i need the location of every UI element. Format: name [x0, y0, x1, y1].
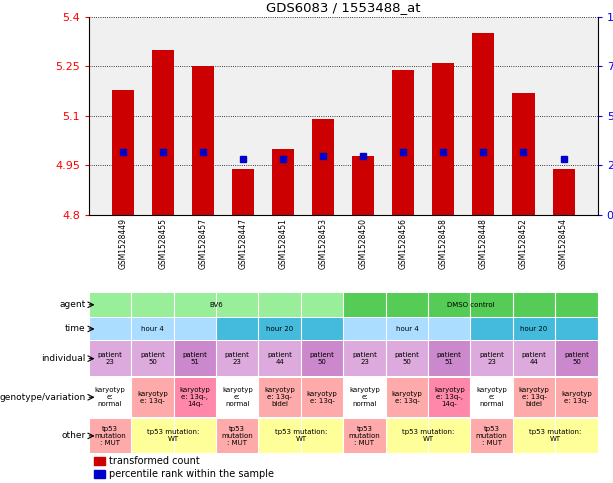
Text: karyotyp
e:
normal: karyotyp e: normal — [476, 387, 507, 407]
Text: tp53 mutation:
WT: tp53 mutation: WT — [275, 429, 327, 442]
Title: GDS6083 / 1553488_at: GDS6083 / 1553488_at — [266, 1, 421, 14]
Bar — [312, 119, 334, 215]
Bar — [470, 318, 598, 340]
Text: karyotyp
e:
normal: karyotyp e: normal — [222, 387, 253, 407]
Bar — [343, 378, 386, 417]
Text: karyotyp
e:
normal: karyotyp e: normal — [95, 387, 126, 407]
Bar — [89, 318, 216, 340]
Text: patient
50: patient 50 — [140, 352, 165, 365]
Bar — [259, 378, 301, 417]
Text: tp53 mutation:
WT: tp53 mutation: WT — [148, 429, 200, 442]
Bar — [513, 341, 555, 376]
Text: tp53 mutation:
WT: tp53 mutation: WT — [402, 429, 454, 442]
Text: tp53 mutation:
WT: tp53 mutation: WT — [529, 429, 582, 442]
Bar — [94, 457, 105, 465]
Text: agent: agent — [59, 300, 86, 309]
Bar — [216, 418, 259, 453]
Text: karyotyp
e: 13q-: karyotyp e: 13q- — [392, 391, 422, 404]
Text: patient
44: patient 44 — [267, 352, 292, 365]
Text: hour 20: hour 20 — [520, 326, 547, 332]
Text: patient
50: patient 50 — [564, 352, 589, 365]
Text: karyotyp
e: 13q-: karyotyp e: 13q- — [306, 391, 337, 404]
Text: karyotyp
e: 13q-: karyotyp e: 13q- — [137, 391, 168, 404]
Bar — [173, 378, 216, 417]
Bar — [216, 378, 259, 417]
Bar — [131, 418, 216, 453]
Text: karyotyp
e: 13q-
bidel: karyotyp e: 13q- bidel — [519, 387, 549, 407]
Bar — [259, 418, 343, 453]
Bar — [343, 293, 598, 317]
Bar — [89, 341, 131, 376]
Text: patient
23: patient 23 — [352, 352, 377, 365]
Bar — [352, 156, 375, 215]
Text: tp53
mutation
: MUT: tp53 mutation : MUT — [349, 426, 380, 446]
Text: percentile rank within the sample: percentile rank within the sample — [109, 469, 274, 479]
Text: karyotyp
e: 13q-
bidel: karyotyp e: 13q- bidel — [264, 387, 295, 407]
Bar — [232, 169, 254, 215]
Text: patient
50: patient 50 — [310, 352, 335, 365]
Bar — [392, 70, 414, 215]
Text: tp53
mutation
: MUT: tp53 mutation : MUT — [221, 426, 253, 446]
Bar — [112, 89, 134, 215]
Bar — [89, 293, 343, 317]
Bar — [513, 418, 598, 453]
Bar — [152, 50, 174, 215]
Text: karyotyp
e: 13q-,
14q-: karyotyp e: 13q-, 14q- — [180, 387, 210, 407]
Text: patient
23: patient 23 — [479, 352, 504, 365]
Bar — [512, 93, 535, 215]
Bar — [173, 341, 216, 376]
Text: transformed count: transformed count — [109, 456, 200, 466]
Text: karyotyp
e: 13q-,
14q-: karyotyp e: 13q-, 14q- — [434, 387, 465, 407]
Bar — [131, 341, 173, 376]
Bar — [343, 418, 386, 453]
Text: hour 20: hour 20 — [266, 326, 293, 332]
Text: patient
23: patient 23 — [225, 352, 249, 365]
Bar — [272, 149, 294, 215]
Text: hour 4: hour 4 — [141, 326, 164, 332]
Bar — [552, 169, 574, 215]
Text: individual: individual — [42, 354, 86, 363]
Bar — [343, 318, 471, 340]
Text: karyotyp
e: 13q-: karyotyp e: 13q- — [561, 391, 592, 404]
Bar — [89, 378, 131, 417]
Bar — [470, 378, 513, 417]
Bar — [259, 341, 301, 376]
Bar — [513, 378, 555, 417]
Bar — [428, 341, 470, 376]
Bar — [386, 341, 428, 376]
Text: hour 4: hour 4 — [395, 326, 418, 332]
Text: DMSO control: DMSO control — [447, 302, 494, 308]
Text: patient
23: patient 23 — [97, 352, 123, 365]
Bar — [470, 418, 513, 453]
Text: time: time — [65, 325, 86, 333]
Bar — [192, 66, 214, 215]
Bar — [343, 341, 386, 376]
Bar — [216, 341, 259, 376]
Text: patient
44: patient 44 — [522, 352, 547, 365]
Text: karyotyp
e:
normal: karyotyp e: normal — [349, 387, 380, 407]
Text: patient
51: patient 51 — [437, 352, 462, 365]
Text: tp53
mutation
: MUT: tp53 mutation : MUT — [94, 426, 126, 446]
Text: tp53
mutation
: MUT: tp53 mutation : MUT — [476, 426, 508, 446]
Bar — [216, 318, 343, 340]
Bar — [555, 378, 598, 417]
Bar — [89, 418, 131, 453]
Bar — [386, 418, 471, 453]
Bar — [301, 378, 343, 417]
Bar — [432, 63, 454, 215]
Bar — [94, 470, 105, 478]
Text: other: other — [61, 431, 86, 440]
Text: BV6: BV6 — [209, 302, 223, 308]
Bar — [428, 378, 470, 417]
Bar — [473, 33, 495, 215]
Bar — [470, 341, 513, 376]
Bar — [301, 341, 343, 376]
Bar — [386, 378, 428, 417]
Bar — [131, 378, 173, 417]
Text: patient
51: patient 51 — [183, 352, 207, 365]
Text: patient
50: patient 50 — [394, 352, 419, 365]
Text: genotype/variation: genotype/variation — [0, 393, 86, 402]
Bar — [555, 341, 598, 376]
